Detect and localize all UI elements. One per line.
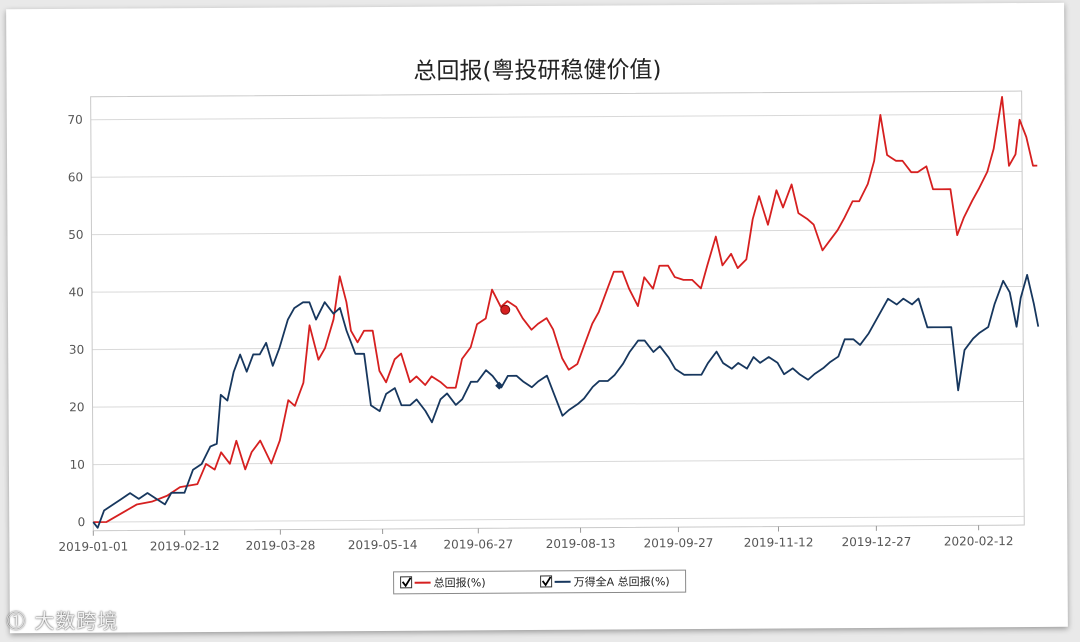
- legend-label-2: 万得全A 总回报(%): [574, 574, 670, 589]
- legend-item-2[interactable]: 万得全A 总回报(%): [540, 574, 670, 589]
- y-tick-label: 0: [78, 515, 86, 529]
- series-line-1: [93, 95, 1038, 524]
- x-tick-label: 2019-05-14: [348, 538, 418, 552]
- legend-item-1[interactable]: 总回报(%): [400, 575, 486, 590]
- y-tick-label: 40: [69, 285, 84, 299]
- x-tick-label: 2019-12-27: [842, 535, 912, 549]
- series-2-marker: [495, 381, 504, 390]
- grid-line: [91, 228, 1023, 236]
- x-tick-label: 2019-06-27: [443, 537, 513, 551]
- chart-title: 总回报(粤投研稳健价值): [413, 57, 661, 85]
- grid-line: [91, 171, 1023, 178]
- y-tick-label: 60: [68, 170, 83, 184]
- grid-line: [92, 458, 1024, 466]
- legend: 总回报(%) 万得全A 总回报(%): [393, 569, 687, 595]
- y-tick-label: 70: [67, 113, 82, 127]
- x-tick-label: 2019-08-13: [546, 537, 616, 551]
- legend-label-1: 总回报(%): [434, 575, 486, 589]
- x-tick-label: 2019-03-28: [246, 538, 316, 552]
- axes: 0 10 20 30 40 50 60 70 2019-01-01 2019-02-12 2019-…: [58, 90, 1025, 554]
- y-tick-label: 50: [68, 228, 83, 242]
- series-line-2: [92, 274, 1040, 529]
- y-tick-label: 20: [69, 400, 84, 414]
- watermark-logo: ⓵ 大数跨境: [6, 605, 118, 634]
- check-icon: [541, 576, 552, 587]
- x-tick-label: 2020-02-12: [944, 534, 1014, 548]
- x-tick-label: 2019-01-01: [58, 540, 128, 554]
- y-tick-label: 10: [70, 458, 85, 472]
- grid-line: [93, 515, 1025, 523]
- plot-area-border: [90, 90, 1025, 532]
- y-tick-label: 30: [69, 343, 84, 357]
- logo-icon: ⓵: [6, 609, 27, 633]
- x-tick-label: 2019-11-12: [744, 535, 814, 549]
- watermark-text: 大数跨境: [34, 609, 119, 633]
- series-1-marker: [500, 304, 511, 315]
- chart: 总回报(粤投研稳健价值) 0 10 20 30 40 50 60 70 2019-01-01 20…: [58, 57, 1040, 595]
- x-tick-label: 2019-02-12: [150, 539, 220, 553]
- legend-box: [393, 569, 687, 595]
- series-layer: [92, 95, 1040, 529]
- check-icon: [401, 577, 412, 588]
- grid-line: [91, 285, 1023, 293]
- x-tick-label: 2019-09-27: [644, 536, 714, 550]
- grid-line: [90, 113, 1022, 121]
- chart-card: 总回报(粤投研稳健价值) 0 10 20 30 40 50 60 70 2019-01-01 20…: [6, 2, 1068, 634]
